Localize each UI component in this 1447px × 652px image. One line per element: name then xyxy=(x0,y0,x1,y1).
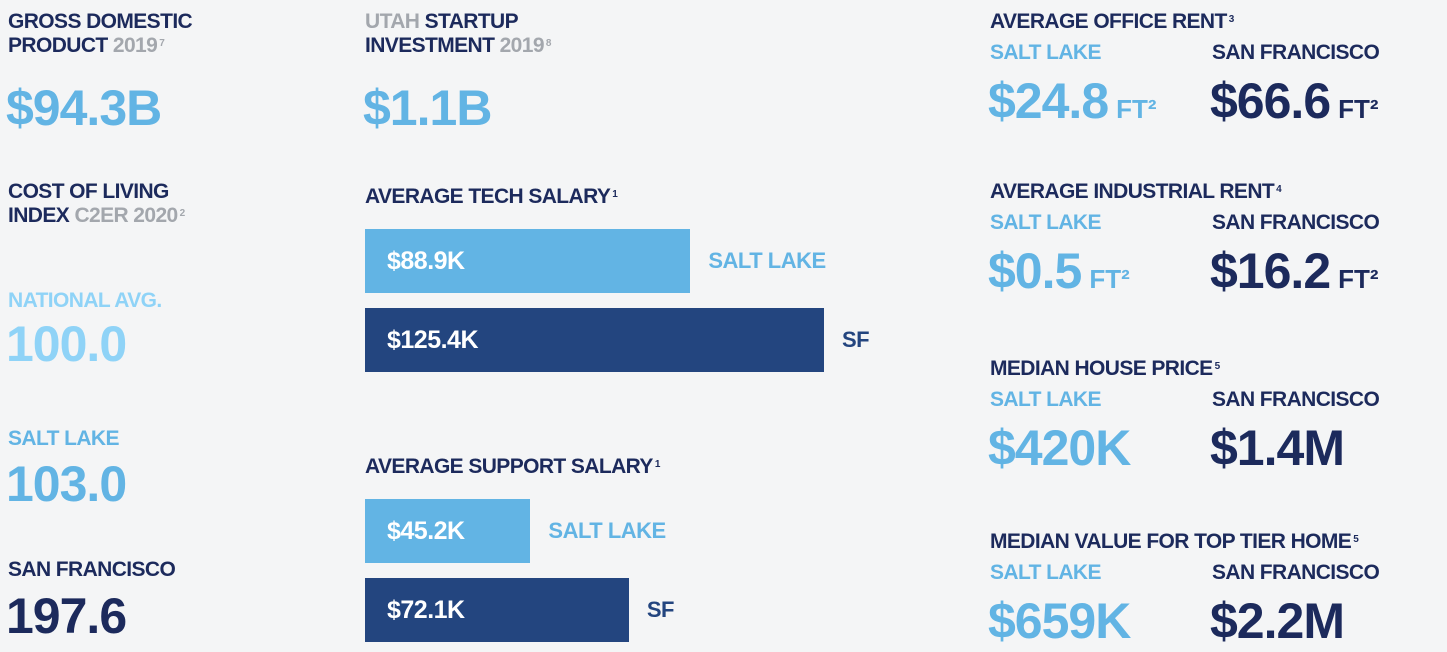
source: C2ER 2020 xyxy=(74,204,178,227)
heading-text: STARTUP xyxy=(424,10,519,33)
footnote: 3 xyxy=(1228,14,1235,25)
value-text: $0.5 xyxy=(988,243,1082,299)
bar xyxy=(365,578,629,642)
city-label: SALT LAKE xyxy=(990,388,1101,411)
bar-value-label: $72.1K xyxy=(387,596,465,624)
unit: FT² xyxy=(1116,94,1157,124)
category-label: SALT LAKE xyxy=(708,248,826,273)
year: 2019 xyxy=(499,34,545,57)
value: 100.0 xyxy=(6,316,127,372)
unit: FT² xyxy=(1338,264,1379,294)
value-text: $24.8 xyxy=(988,73,1109,129)
chart-title: AVERAGE SUPPORT SALARY 1 xyxy=(365,455,660,479)
heading-text: INDEX xyxy=(8,204,70,227)
comparison-title: AVERAGE INDUSTRIAL RENT 4 xyxy=(990,180,1282,204)
category-label: SALT LAKE xyxy=(548,518,666,543)
startup-value: $1.1B xyxy=(363,80,492,136)
comparison-value: $420K xyxy=(988,420,1131,476)
title-text: AVERAGE TECH SALARY xyxy=(365,185,611,208)
comparison-value: $659K xyxy=(988,593,1131,649)
bar xyxy=(365,229,691,293)
heading-line: INVESTMENT 2019 8 xyxy=(365,34,551,58)
gdp-heading: GROSS DOMESTIC PRODUCT 2019 7 xyxy=(8,10,193,58)
comparison-value: $24.8 FT² xyxy=(988,73,1157,137)
label: NATIONAL AVG. xyxy=(8,289,162,312)
bar-chart: AVERAGE TECH SALARY 1 $88.9K SALT LAKE $125… xyxy=(365,185,925,385)
label: SALT LAKE xyxy=(8,427,119,450)
bar-value-label: $125.4K xyxy=(387,326,479,354)
city-label: SAN FRANCISCO xyxy=(1212,41,1380,64)
value-text: $1.4M xyxy=(1210,420,1345,476)
city-label: SALT LAKE xyxy=(990,211,1101,234)
city-label: SAN FRANCISCO xyxy=(1212,561,1380,584)
prefix: UTAH xyxy=(365,10,420,33)
footnote: 7 xyxy=(159,38,165,49)
title-text: AVERAGE OFFICE RENT xyxy=(990,10,1227,33)
bar xyxy=(365,308,824,372)
title-text: AVERAGE SUPPORT SALARY xyxy=(365,455,653,478)
title-text: MEDIAN HOUSE PRICE xyxy=(990,357,1213,380)
title-text: AVERAGE INDUSTRIAL RENT xyxy=(990,180,1275,203)
footnote: 5 xyxy=(1214,361,1221,372)
startup-heading: UTAH STARTUP INVESTMENT 2019 8 xyxy=(365,10,551,58)
year: 2019 xyxy=(112,34,158,57)
heading-line: COST OF LIVING xyxy=(8,180,169,203)
footnote: 8 xyxy=(545,38,552,49)
comparison-value: $1.4M xyxy=(1210,420,1345,476)
col-heading: COST OF LIVING INDEX C2ER 2020 2 xyxy=(8,180,185,228)
value-text: $420K xyxy=(988,420,1131,476)
footnote: 5 xyxy=(1353,534,1359,545)
city-label: SAN FRANCISCO xyxy=(1212,388,1380,411)
heading-line: GROSS DOMESTIC xyxy=(8,10,193,33)
footnote: 1 xyxy=(612,189,618,200)
footnote: 1 xyxy=(654,459,661,470)
bar-value-label: $45.2K xyxy=(387,517,465,545)
label: SAN FRANCISCO xyxy=(8,558,176,581)
bar xyxy=(365,499,531,563)
footnote: 4 xyxy=(1276,184,1282,195)
title-text: MEDIAN VALUE FOR TOP TIER HOME xyxy=(990,530,1352,553)
value: 197.6 xyxy=(6,588,127,644)
heading-line: UTAH STARTUP xyxy=(365,10,551,34)
city-label: SAN FRANCISCO xyxy=(1212,211,1380,234)
footnote: 2 xyxy=(179,208,186,219)
comparison-value: $0.5 FT² xyxy=(988,243,1130,307)
value-text: $2.2M xyxy=(1210,593,1345,649)
city-label: SALT LAKE xyxy=(990,41,1101,64)
comparison-value: $16.2 FT² xyxy=(1210,243,1379,307)
heading-line: INDEX C2ER 2020 2 xyxy=(8,204,185,228)
comparison-title: AVERAGE OFFICE RENT 3 xyxy=(990,10,1234,34)
category-label: SF xyxy=(646,597,675,622)
bar-value-label: $88.9K xyxy=(387,247,465,275)
comparison-title: MEDIAN VALUE FOR TOP TIER HOME 5 xyxy=(990,530,1359,554)
comparison-value: $66.6 FT² xyxy=(1210,73,1379,137)
category-label: SF xyxy=(841,327,870,352)
comparison-title: MEDIAN HOUSE PRICE 5 xyxy=(990,357,1220,381)
bar-chart: AVERAGE SUPPORT SALARY 1 $45.2K SALT LAKE $… xyxy=(365,455,925,652)
comparison-value: $2.2M xyxy=(1210,593,1345,649)
chart-title: AVERAGE TECH SALARY 1 xyxy=(365,185,618,209)
unit: FT² xyxy=(1089,264,1130,294)
heading-line: PRODUCT 2019 7 xyxy=(8,34,192,58)
value-text: $66.6 xyxy=(1210,73,1331,129)
unit: FT² xyxy=(1338,94,1379,124)
gdp-value: $94.3B xyxy=(6,80,162,136)
heading-text: PRODUCT xyxy=(8,34,108,57)
value: 103.0 xyxy=(6,456,127,512)
city-label: SALT LAKE xyxy=(990,561,1101,584)
value-text: $659K xyxy=(988,593,1131,649)
heading-text: INVESTMENT xyxy=(365,34,495,57)
value-text: $16.2 xyxy=(1210,243,1331,299)
